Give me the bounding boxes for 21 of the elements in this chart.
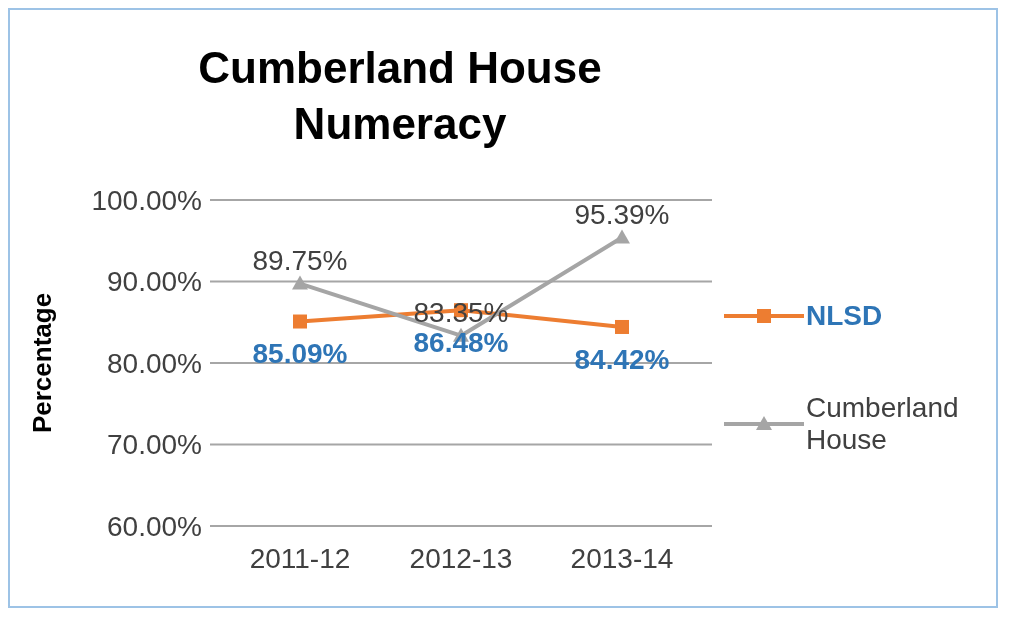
point [292, 275, 308, 290]
x-tick-label: 2012-13 [409, 542, 513, 574]
data-label: 95.39% [574, 198, 670, 230]
x-tick-label: 2013-14 [570, 542, 674, 574]
legend-label: NLSD [806, 300, 884, 332]
y-tick-label: 100.00% [91, 184, 202, 216]
y-axis-title: Percentage [27, 292, 58, 434]
data-label: 86.48% [413, 327, 509, 359]
data-label: 84.42% [574, 343, 670, 375]
point [614, 229, 630, 244]
legend-label: Cumberland House [806, 392, 960, 456]
chart-title: Cumberland House Numeracy [197, 42, 603, 150]
data-label: 89.75% [252, 244, 348, 276]
y-tick-label: 90.00% [107, 266, 202, 298]
point [615, 319, 629, 334]
point [293, 314, 307, 329]
data-label: 85.09% [252, 338, 348, 370]
y-tick-label: 60.00% [107, 510, 202, 542]
y-tick-label: 70.00% [107, 429, 202, 461]
x-tick-label: 2011-12 [249, 542, 351, 574]
y-tick-label: 80.00% [107, 347, 202, 379]
